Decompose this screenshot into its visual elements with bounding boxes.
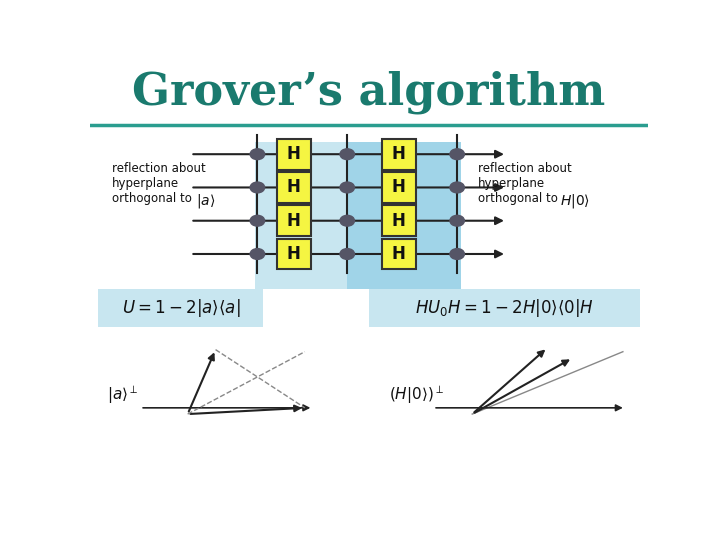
Text: H: H — [287, 245, 301, 263]
Text: $U = 1 - 2|a\rangle\langle a|$: $U = 1 - 2|a\rangle\langle a|$ — [122, 297, 240, 319]
FancyBboxPatch shape — [276, 239, 311, 269]
Circle shape — [340, 248, 354, 259]
Text: H: H — [287, 178, 301, 197]
Circle shape — [450, 149, 464, 160]
Circle shape — [340, 182, 354, 193]
FancyBboxPatch shape — [255, 141, 347, 289]
Text: $|a\rangle^\perp$: $|a\rangle^\perp$ — [107, 384, 138, 407]
Text: H: H — [392, 145, 405, 163]
Text: H: H — [392, 245, 405, 263]
Text: H: H — [287, 145, 301, 163]
Circle shape — [450, 215, 464, 226]
FancyBboxPatch shape — [382, 205, 415, 236]
Text: $|a\rangle$: $|a\rangle$ — [196, 192, 215, 210]
Circle shape — [250, 149, 265, 160]
Text: $(H|0\rangle)^\perp$: $(H|0\rangle)^\perp$ — [389, 384, 444, 407]
FancyBboxPatch shape — [382, 139, 415, 170]
Circle shape — [250, 215, 265, 226]
Circle shape — [250, 248, 265, 259]
FancyBboxPatch shape — [347, 141, 461, 289]
FancyBboxPatch shape — [99, 289, 263, 327]
Text: H: H — [392, 178, 405, 197]
Circle shape — [450, 248, 464, 259]
Text: reflection about
hyperplane
orthogonal to: reflection about hyperplane orthogonal t… — [112, 162, 206, 205]
FancyBboxPatch shape — [276, 139, 311, 170]
Circle shape — [450, 182, 464, 193]
Text: $HU_0H = 1 - 2H|0\rangle\langle 0|H$: $HU_0H = 1 - 2H|0\rangle\langle 0|H$ — [415, 297, 593, 319]
FancyBboxPatch shape — [276, 172, 311, 203]
FancyBboxPatch shape — [369, 289, 639, 327]
Text: reflection about
hyperplane
orthogonal to: reflection about hyperplane orthogonal t… — [478, 162, 572, 205]
Circle shape — [340, 149, 354, 160]
FancyBboxPatch shape — [276, 205, 311, 236]
Text: $H|0\rangle$: $H|0\rangle$ — [560, 192, 590, 210]
Text: H: H — [392, 212, 405, 230]
Text: H: H — [287, 212, 301, 230]
Circle shape — [250, 182, 265, 193]
Circle shape — [340, 215, 354, 226]
Text: Grover’s algorithm: Grover’s algorithm — [132, 70, 606, 113]
FancyBboxPatch shape — [382, 172, 415, 203]
FancyBboxPatch shape — [382, 239, 415, 269]
